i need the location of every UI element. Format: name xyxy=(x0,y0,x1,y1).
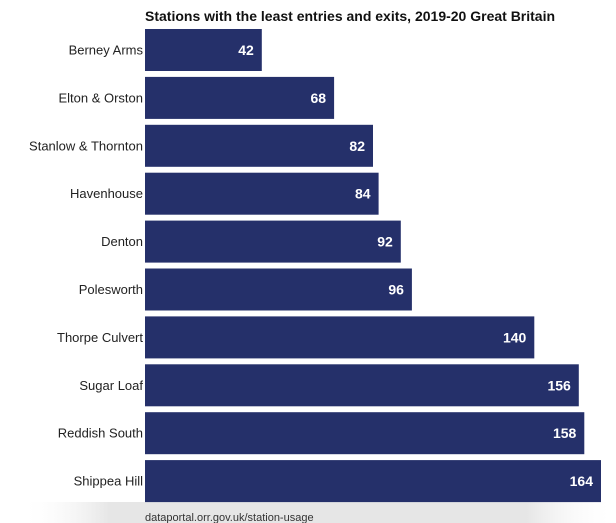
value-label-6: 140 xyxy=(503,329,527,345)
category-label-8: Reddish South xyxy=(58,426,143,441)
chart-title: Stations with the least entries and exit… xyxy=(145,8,555,24)
bar-4 xyxy=(145,220,401,263)
value-label-9: 164 xyxy=(570,473,594,489)
bar-3 xyxy=(145,172,379,215)
bar-6 xyxy=(145,316,535,359)
value-label-5: 96 xyxy=(388,282,404,298)
category-label-7: Sugar Loaf xyxy=(79,378,143,393)
category-label-6: Thorpe Culvert xyxy=(57,330,143,345)
category-label-2: Stanlow & Thornton xyxy=(29,138,143,153)
source-note: dataportal.orr.gov.uk/station-usage xyxy=(145,512,314,523)
category-label-3: Havenhouse xyxy=(70,186,143,201)
bar-8 xyxy=(145,412,585,455)
footer-band xyxy=(20,502,616,523)
value-label-7: 156 xyxy=(547,377,571,393)
value-label-4: 92 xyxy=(377,234,393,250)
value-label-2: 82 xyxy=(349,138,365,154)
value-label-1: 68 xyxy=(311,90,327,106)
value-label-8: 158 xyxy=(553,425,577,441)
category-label-0: Berney Arms xyxy=(69,43,144,58)
bar-5 xyxy=(145,268,412,311)
bar-2 xyxy=(145,124,373,167)
bar-7 xyxy=(145,364,579,407)
category-label-5: Polesworth xyxy=(79,282,143,297)
value-label-3: 84 xyxy=(355,186,371,202)
bars-group: Berney Arms 42 Elton & Orston 68 Stanlow & T… xyxy=(29,29,601,503)
value-label-0: 42 xyxy=(238,42,254,58)
bar-1 xyxy=(145,76,335,119)
category-label-9: Shippea Hill xyxy=(74,474,143,489)
category-label-4: Denton xyxy=(101,234,143,249)
category-label-1: Elton & Orston xyxy=(58,90,143,105)
bar-0 xyxy=(145,29,262,71)
bar-9 xyxy=(145,460,601,503)
